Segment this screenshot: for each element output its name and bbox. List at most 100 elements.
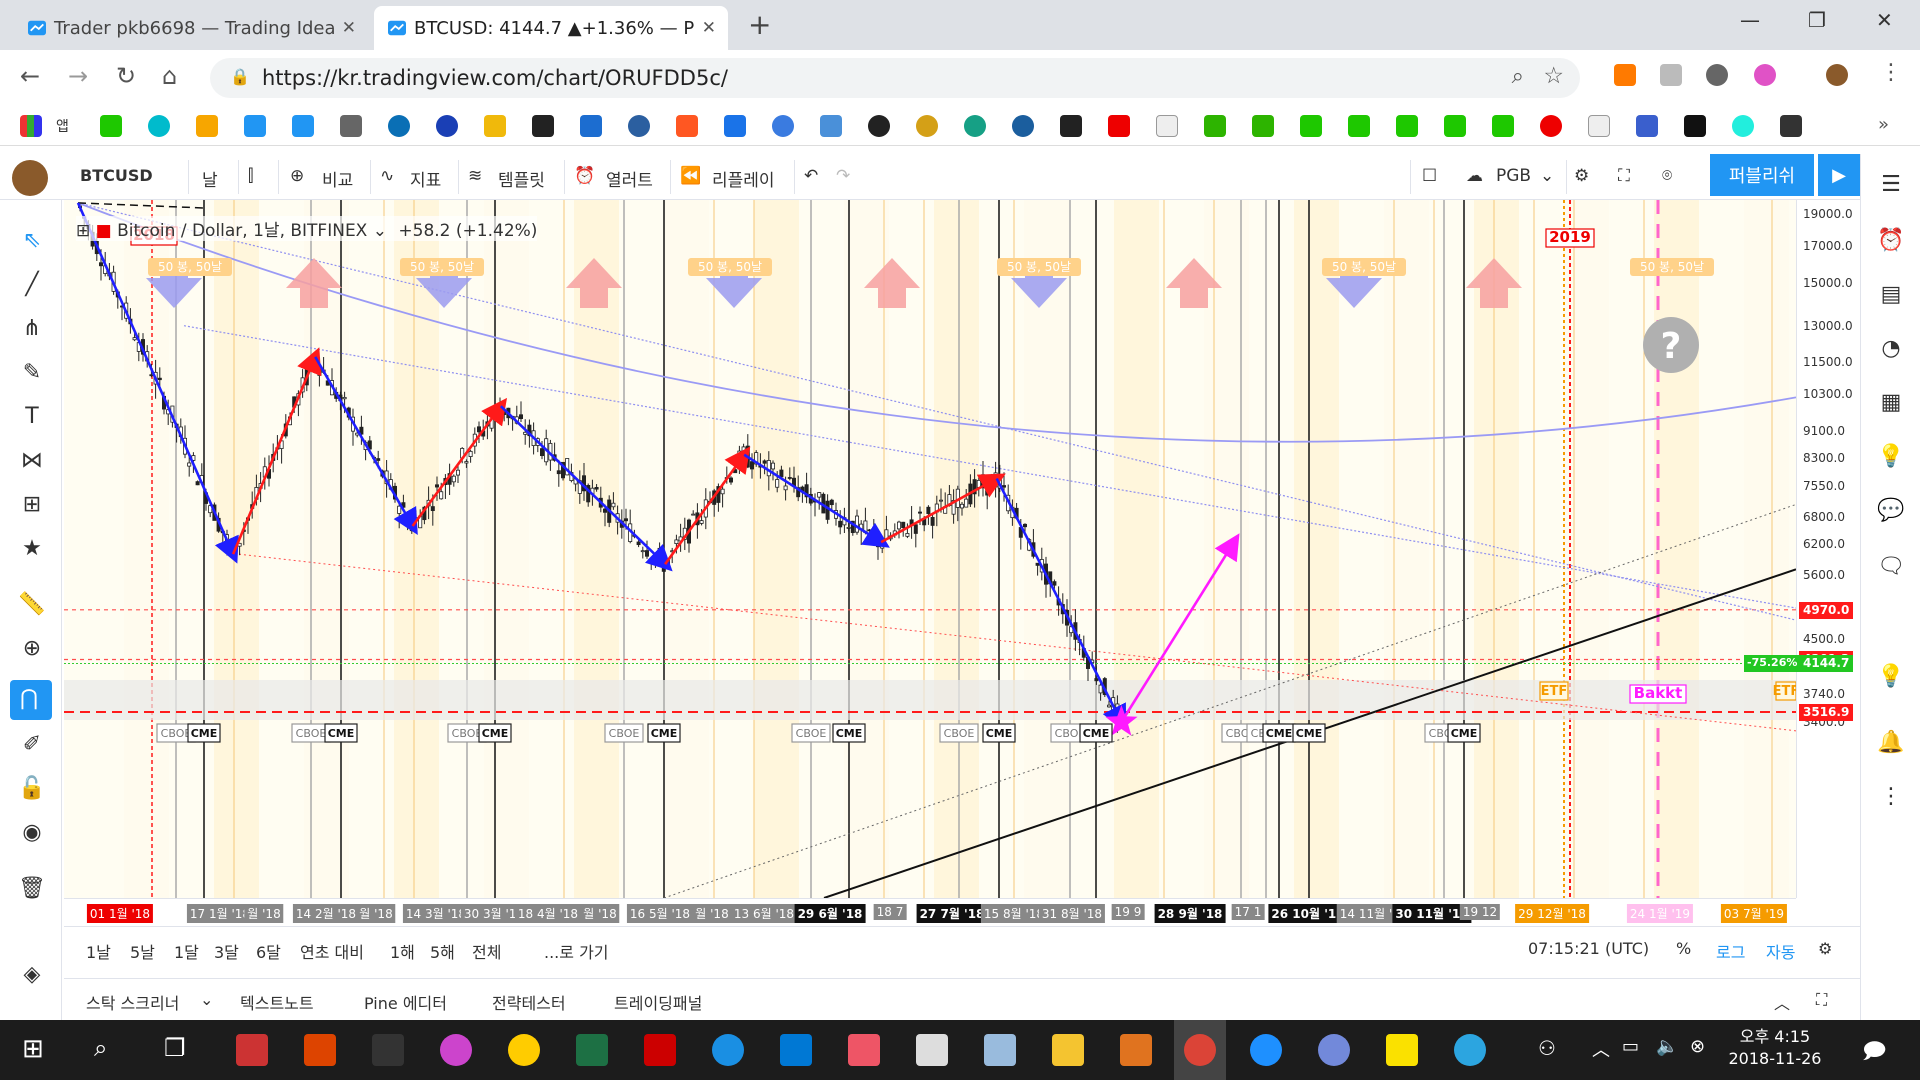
bookmark-icon[interactable] (1444, 115, 1466, 137)
new-tab-button[interactable]: + (748, 8, 772, 41)
bookmark-icon[interactable] (1396, 115, 1418, 137)
trend-line-icon[interactable]: ╱ (25, 272, 39, 297)
taskbar-app-icon[interactable] (236, 1034, 268, 1066)
hotlist-icon[interactable]: ◔ (1881, 336, 1901, 361)
telegram-icon[interactable] (1454, 1034, 1486, 1066)
undo-icon[interactable]: ↶ (804, 166, 819, 186)
range-1y[interactable]: 1해 (390, 943, 415, 962)
alert-button[interactable]: 열러트 (606, 171, 653, 191)
pattern-icon[interactable]: ⋈ (21, 448, 43, 473)
forward-icon[interactable]: → (68, 62, 89, 90)
taskbar-app-icon[interactable] (304, 1034, 336, 1066)
publish-button[interactable]: 퍼블리쉬 (1710, 154, 1814, 196)
favorites-star-icon[interactable]: ★ (22, 536, 42, 561)
range-5d[interactable]: 5날 (130, 943, 155, 962)
gear-icon[interactable]: ⚙ (1574, 166, 1590, 186)
date-axis[interactable]: 01 1월 '18 17 1월 '18 월 '18 14 2월 '18 월 '18 14 … (64, 898, 1796, 926)
itunes-icon[interactable] (440, 1034, 472, 1066)
candles-icon[interactable]: ⫿ (248, 166, 254, 186)
price-axis[interactable]: 19000.0 17000.0 15000.0 13000.0 11500.0 10300… (1796, 200, 1860, 898)
chat-icon[interactable]: 💬 (1877, 498, 1905, 523)
window-close-icon[interactable]: ✕ (1876, 8, 1893, 32)
windows-store-icon[interactable] (780, 1034, 812, 1066)
url-text[interactable]: https://kr.tradingview.com/chart/ORUFDD5… (262, 66, 728, 90)
blog-icon[interactable] (1204, 115, 1226, 137)
order-panel-icon[interactable]: ⋮ (1880, 784, 1902, 809)
bookmark-icon[interactable] (676, 115, 698, 137)
task-view-icon[interactable]: ❐ (164, 1034, 186, 1062)
layers-icon[interactable]: ◈ (23, 962, 41, 987)
page-icon[interactable] (1156, 115, 1178, 137)
watchlist-icon[interactable]: ☰ (1881, 172, 1901, 197)
tab-strategy-tester[interactable]: 전략테스터 (492, 994, 566, 1013)
messages-icon[interactable]: 🗨 (1877, 554, 1905, 579)
trash-icon[interactable]: 🗑 (18, 876, 46, 901)
maximize-panel-icon[interactable]: ⛶ (1816, 990, 1828, 1009)
bookmark-icon[interactable] (148, 115, 170, 137)
excel-icon[interactable] (576, 1034, 608, 1066)
bookmark-icon[interactable] (388, 115, 410, 137)
battery-icon[interactable]: ▭ (1622, 1036, 1640, 1057)
binance-icon[interactable] (484, 115, 506, 137)
back-icon[interactable]: ← (20, 62, 41, 90)
people-icon[interactable]: ⚇ (1538, 1036, 1556, 1060)
bookmark-icon[interactable] (628, 115, 650, 137)
metamask-extension-icon[interactable] (1614, 64, 1636, 86)
taskbar-clock[interactable]: 오후 4:15 2018-11-26 (1720, 1026, 1830, 1070)
range-1d[interactable]: 1날 (86, 943, 111, 962)
lock-drawing-icon[interactable]: ✐ (22, 732, 42, 757)
investing-icon[interactable] (1780, 115, 1802, 137)
taskbar-app-icon[interactable] (1120, 1034, 1152, 1066)
play-icon[interactable]: ▶ (1818, 154, 1860, 196)
bookmark-icon[interactable] (772, 115, 794, 137)
eye-icon[interactable]: ◉ (22, 820, 42, 845)
zoom-icon[interactable]: ⌕ (1511, 64, 1524, 89)
bookmark-icon[interactable] (1540, 115, 1562, 137)
bookmark-star-icon[interactable]: ☆ (1543, 63, 1564, 89)
bookmark-icon[interactable] (1636, 115, 1658, 137)
bookmark-icon[interactable] (196, 115, 218, 137)
utc-clock[interactable]: 07:15:21 (UTC) (1528, 939, 1650, 958)
windows-start-icon[interactable]: ⊞ (22, 1034, 44, 1064)
taskbar-app-icon[interactable] (644, 1034, 676, 1066)
range-1m[interactable]: 1달 (174, 943, 199, 962)
bookmark-icon[interactable] (532, 115, 554, 137)
tradingview-icon[interactable] (292, 115, 314, 137)
data-window-icon[interactable]: ▤ (1880, 282, 1902, 307)
bookmark-icon[interactable] (964, 115, 986, 137)
bookmark-icon[interactable] (1300, 115, 1322, 137)
range-all[interactable]: 전체 (472, 943, 502, 962)
taskbar-app-icon[interactable] (372, 1034, 404, 1066)
alert-icon[interactable]: ⏰ (574, 166, 596, 186)
range-6m[interactable]: 6달 (256, 943, 281, 962)
percent-toggle[interactable]: % (1676, 939, 1692, 958)
cloud-app-icon[interactable] (712, 1034, 744, 1066)
redo-icon[interactable]: ↷ (836, 166, 851, 186)
tab-trading-panel[interactable]: 트레이딩패널 (614, 994, 703, 1013)
fullscreen-icon[interactable]: ⛶ (1618, 166, 1630, 186)
range-ytd[interactable]: 연초 대비 (300, 943, 364, 962)
ruler-icon[interactable]: 📏 (18, 592, 46, 617)
prediction-icon[interactable]: ⊞ (22, 492, 42, 517)
page-icon[interactable] (1588, 115, 1610, 137)
auto-toggle[interactable]: 자동 (1766, 943, 1796, 962)
tradingview-icon[interactable] (244, 115, 266, 137)
chevron-down-icon[interactable]: ⌄ (200, 990, 214, 1009)
player-icon[interactable] (508, 1034, 540, 1066)
replay-button[interactable]: 리플레이 (712, 171, 775, 191)
close-icon[interactable]: ✕ (701, 18, 716, 38)
alarm-clock-icon[interactable]: ⏰ (1877, 228, 1905, 253)
bell-icon[interactable]: 🔔 (1877, 730, 1905, 755)
apps-grid-icon[interactable] (20, 115, 42, 137)
notification-icon[interactable]: 🗩 (1862, 1039, 1887, 1064)
circle-extension-icon[interactable] (1706, 64, 1728, 86)
file-explorer-icon[interactable] (1052, 1034, 1084, 1066)
pitchfork-icon[interactable]: ⋔ (22, 316, 42, 341)
kakaotalk-icon[interactable] (1386, 1034, 1418, 1066)
home-icon[interactable]: ⌂ (162, 62, 178, 90)
bookmark-icon[interactable] (820, 115, 842, 137)
youtube-icon[interactable] (1108, 115, 1130, 137)
tab-stock-screener[interactable]: 스탁 스크리너 (86, 994, 180, 1013)
layout-name[interactable]: PGB (1496, 166, 1532, 186)
discord-icon[interactable] (1318, 1034, 1350, 1066)
